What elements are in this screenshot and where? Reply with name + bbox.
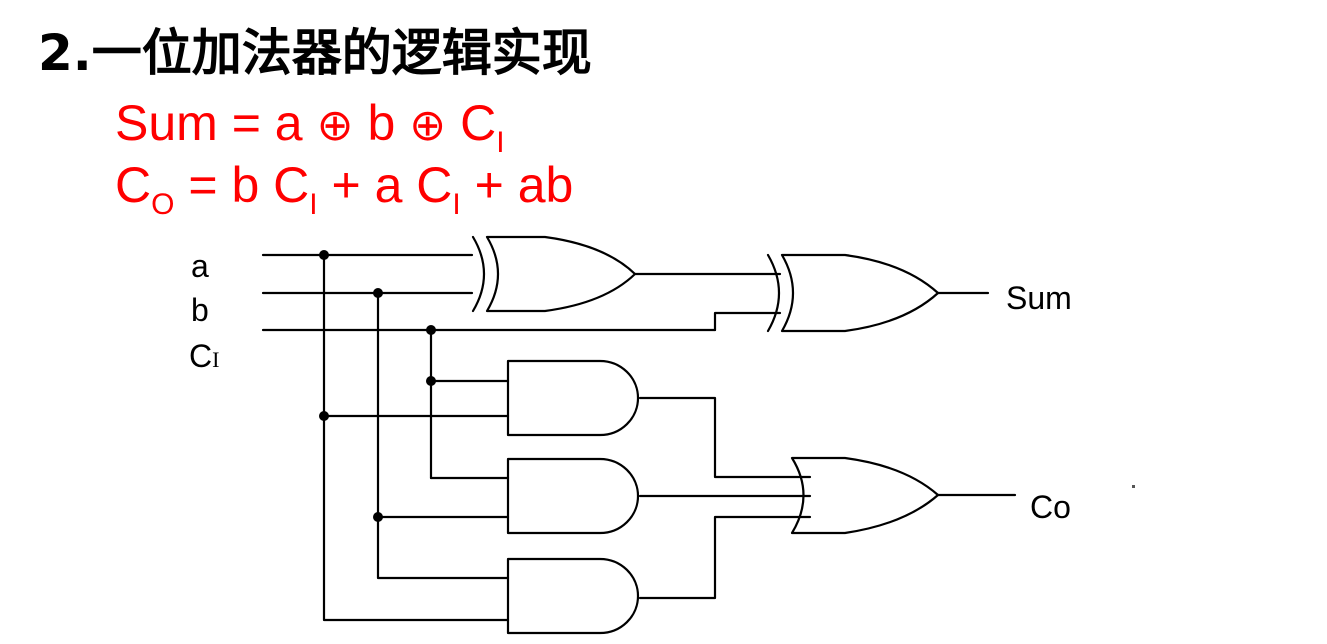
- output-label-sum: Sum: [1006, 280, 1072, 316]
- junction-ci-and1: [426, 376, 436, 386]
- input-label-ci: CI: [189, 340, 219, 372]
- xor-operator-1: ⊕: [302, 100, 368, 151]
- page-title: 2.一位加法器的逻辑实现: [38, 24, 592, 82]
- sum-formula-equals: =: [217, 95, 275, 151]
- sum-formula-c: C: [460, 95, 497, 151]
- input-label-ci-main: C: [189, 338, 213, 374]
- bus-b: [376, 291, 510, 580]
- carry-term-3: ab: [517, 157, 574, 213]
- input-label-a: a: [191, 248, 209, 284]
- carry-term-2-subscript: I: [452, 188, 461, 221]
- wire-and1-out: [638, 396, 812, 479]
- sum-formula-lhs: Sum: [115, 95, 218, 151]
- junction-b-and2: [373, 512, 383, 522]
- stray-dot-mark: [1132, 485, 1135, 488]
- carry-term-1-subscript: I: [309, 188, 318, 221]
- carry-term-1: b C: [231, 157, 310, 213]
- sum-formula-c-subscript: I: [496, 126, 505, 159]
- bus-a: [322, 253, 510, 622]
- wire-ci-to-xor2: [713, 311, 782, 332]
- output-label-co: Co: [1030, 489, 1071, 525]
- carry-formula-equals: =: [174, 157, 232, 213]
- junction-a-and1: [319, 411, 329, 421]
- xor-gate-1: [471, 235, 637, 313]
- xor-operator-2: ⊕: [395, 100, 461, 151]
- sum-formula-a: a: [274, 95, 303, 151]
- and-gate-2: [506, 457, 640, 535]
- sum-formula-b: b: [367, 95, 396, 151]
- input-label-ci-sub: I: [212, 347, 220, 372]
- input-label-b: b: [191, 292, 209, 328]
- wire-and3-out: [638, 515, 812, 600]
- junction-a-top: [319, 250, 329, 260]
- plus-operator-2: +: [460, 157, 518, 213]
- carry-term-2: a C: [374, 157, 453, 213]
- plus-operator-1: +: [317, 157, 375, 213]
- carry-formula-lhs: C: [115, 157, 152, 213]
- xor-gate-2: [766, 253, 940, 333]
- sum-formula: Sum = a ⊕ b ⊕ CI: [115, 95, 505, 158]
- carry-formula: CO = b CI + a CI + ab: [115, 157, 574, 220]
- and-gate-1: [506, 359, 640, 437]
- or-gate: [790, 456, 940, 535]
- and-gate-3: [506, 557, 640, 635]
- carry-formula-lhs-subscript: O: [151, 188, 175, 221]
- junction-b-top: [373, 288, 383, 298]
- junction-ci-top: [426, 325, 436, 335]
